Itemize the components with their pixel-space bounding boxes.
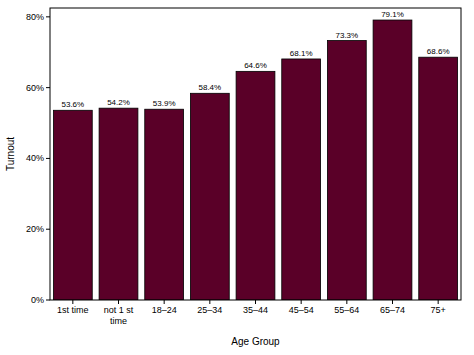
data-label: 73.3% <box>335 31 358 40</box>
x-tick-label-line: 55–64 <box>334 305 359 315</box>
data-label: 68.1% <box>290 49 313 58</box>
bar <box>236 71 275 300</box>
x-tick-label: 1st time <box>57 305 89 315</box>
x-tick <box>255 300 256 304</box>
y-tick <box>46 229 50 230</box>
bars <box>53 20 457 300</box>
x-tick-label: 18–24 <box>152 305 177 315</box>
plot-frame <box>50 8 461 300</box>
data-label: 68.6% <box>427 47 450 56</box>
chart-svg: 53.6% 54.2% 53.9% 58.4% 64.6% 68.1% 73.3% 79.1%… <box>0 0 474 355</box>
data-label: 58.4% <box>198 83 221 92</box>
y-tick-label: 80% <box>26 12 44 22</box>
x-tick-label: 35–44 <box>243 305 268 315</box>
x-tick <box>392 300 393 304</box>
x-tick-label-line: time <box>110 316 127 326</box>
y-tick <box>46 87 50 88</box>
x-tick-label-line: not 1 st <box>104 305 134 315</box>
x-tick <box>72 300 73 304</box>
x-tick-label: 65–74 <box>380 305 405 315</box>
y-tick-label: 20% <box>26 224 44 234</box>
x-tick-label-line: 1st time <box>57 305 89 315</box>
x-tick-label-line: 75+ <box>431 305 446 315</box>
x-tick-label: not 1 sttime <box>104 305 134 326</box>
x-tick <box>438 300 439 304</box>
bar <box>373 20 412 300</box>
x-tick-label: 45–54 <box>289 305 314 315</box>
bar <box>419 57 458 300</box>
y-tick-label: 0% <box>31 295 44 305</box>
data-label: 54.2% <box>107 98 130 107</box>
x-tick <box>164 300 165 304</box>
y-axis-title: Turnout <box>5 137 16 171</box>
y-tick-label: 60% <box>26 83 44 93</box>
y-tick <box>46 158 50 159</box>
chart-container: 53.6% 54.2% 53.9% 58.4% 64.6% 68.1% 73.3% 79.1%… <box>0 0 474 355</box>
bar <box>99 108 138 300</box>
background <box>0 0 474 355</box>
bar <box>282 59 321 300</box>
data-label: 79.1% <box>381 10 404 19</box>
x-tick-label-line: 18–24 <box>152 305 177 315</box>
x-tick <box>118 300 119 304</box>
y-tick <box>46 300 50 301</box>
x-tick <box>209 300 210 304</box>
x-axis-title: Age Group <box>231 336 280 347</box>
x-tick-label-line: 45–54 <box>289 305 314 315</box>
x-tick <box>301 300 302 304</box>
data-label: 53.9% <box>153 99 176 108</box>
x-tick-label: 75+ <box>431 305 446 315</box>
x-tick-label-line: 25–34 <box>197 305 222 315</box>
bar <box>190 93 229 300</box>
x-tick <box>346 300 347 304</box>
x-tick-label-line: 65–74 <box>380 305 405 315</box>
bar <box>327 41 366 300</box>
bar <box>145 109 184 300</box>
data-label: 64.6% <box>244 61 267 70</box>
x-tick-label-line: 35–44 <box>243 305 268 315</box>
data-label: 53.6% <box>61 100 84 109</box>
x-tick-label: 25–34 <box>197 305 222 315</box>
bar <box>53 110 92 300</box>
y-tick-label: 40% <box>26 153 44 163</box>
x-tick-label: 55–64 <box>334 305 359 315</box>
y-tick <box>46 16 50 17</box>
